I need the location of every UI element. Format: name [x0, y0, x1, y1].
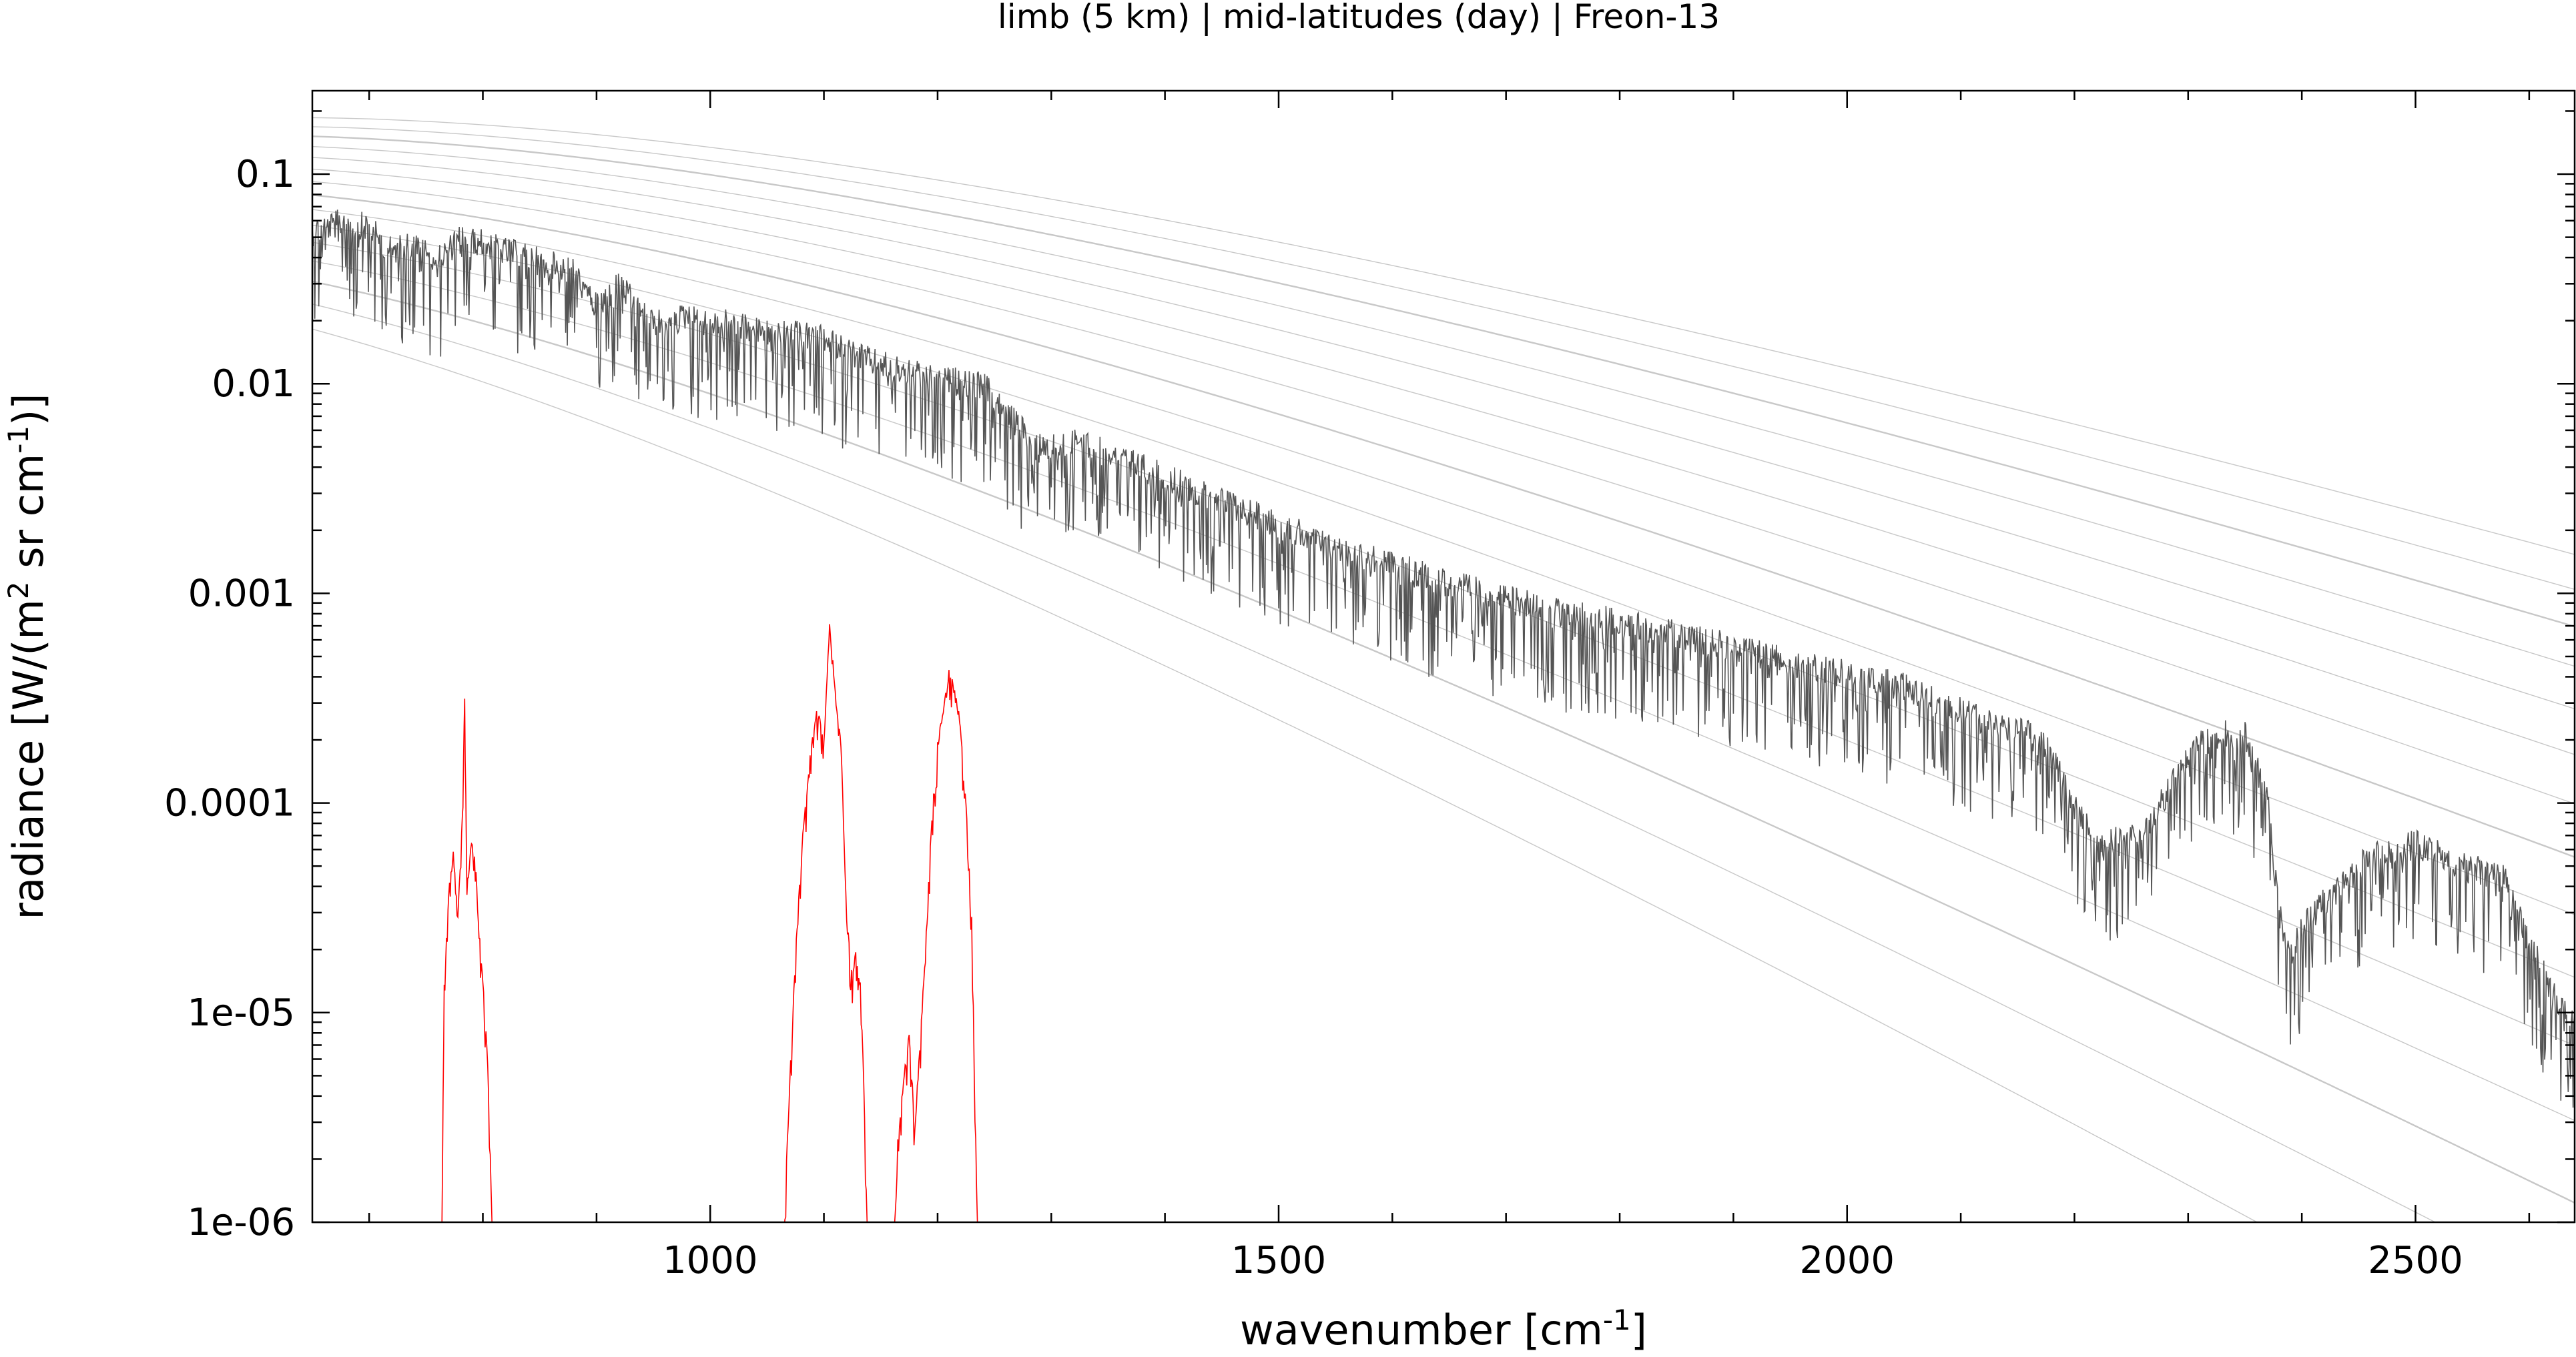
reference-curve-210K [312, 260, 2575, 1121]
y-tick-label: 0.001 [188, 572, 295, 615]
x-tick-label: 2500 [2368, 1239, 2463, 1282]
reference-curve-290K [312, 145, 2575, 667]
y-tick-label: 0.1 [236, 153, 295, 196]
y-tick-label: 0.0001 [164, 782, 295, 825]
x-tick-label: 1500 [1231, 1239, 1327, 1282]
reference-curve-300K [312, 135, 2575, 628]
y-tick-label: 0.01 [212, 362, 295, 406]
reference-curve-270K [312, 168, 2575, 755]
series-freon-13-band-2 [783, 624, 868, 1222]
y-tick-labels: 0.1 0.01 0.001 0.0001 1e-05 1e-06 [164, 153, 295, 1244]
x-tick-label: 1000 [663, 1239, 758, 1282]
series-layer [312, 209, 2575, 1222]
reference-curves [312, 117, 2575, 1222]
reference-curve-280K [312, 157, 2575, 710]
y-tick-label: 1e-06 [187, 1201, 295, 1244]
reference-curve-220K [312, 242, 2575, 1046]
series-radiance-total [312, 209, 2575, 1108]
x-axis-label: wavenumber [cm-1] [1240, 1304, 1647, 1354]
reference-curve-190K [312, 304, 2437, 1222]
reference-curve-260K [312, 181, 2575, 805]
y-axis-label: radiance [W/(m2 sr cm-1)] [2, 394, 53, 920]
reference-curve-310K [312, 126, 2575, 590]
x-tick-labels: 1000 1500 2000 2500 [663, 1239, 2463, 1282]
reference-curve-250K [312, 194, 2575, 858]
x-tick-label: 2000 [1799, 1239, 1895, 1282]
reference-curve-320K [312, 117, 2575, 555]
chart-title: limb (5 km) | mid-latitudes (day) | Freo… [998, 0, 1720, 36]
y-tick-label: 1e-05 [187, 991, 295, 1035]
reference-curve-240K [312, 209, 2575, 915]
axis-ticks [312, 91, 2575, 1224]
series-freon-13-band-3 [894, 670, 978, 1222]
reference-curve-230K [312, 224, 2575, 978]
reference-curve-200K [312, 280, 2575, 1204]
reference-curve-180K [312, 328, 2258, 1222]
series-freon-13-band-1 [441, 699, 493, 1222]
